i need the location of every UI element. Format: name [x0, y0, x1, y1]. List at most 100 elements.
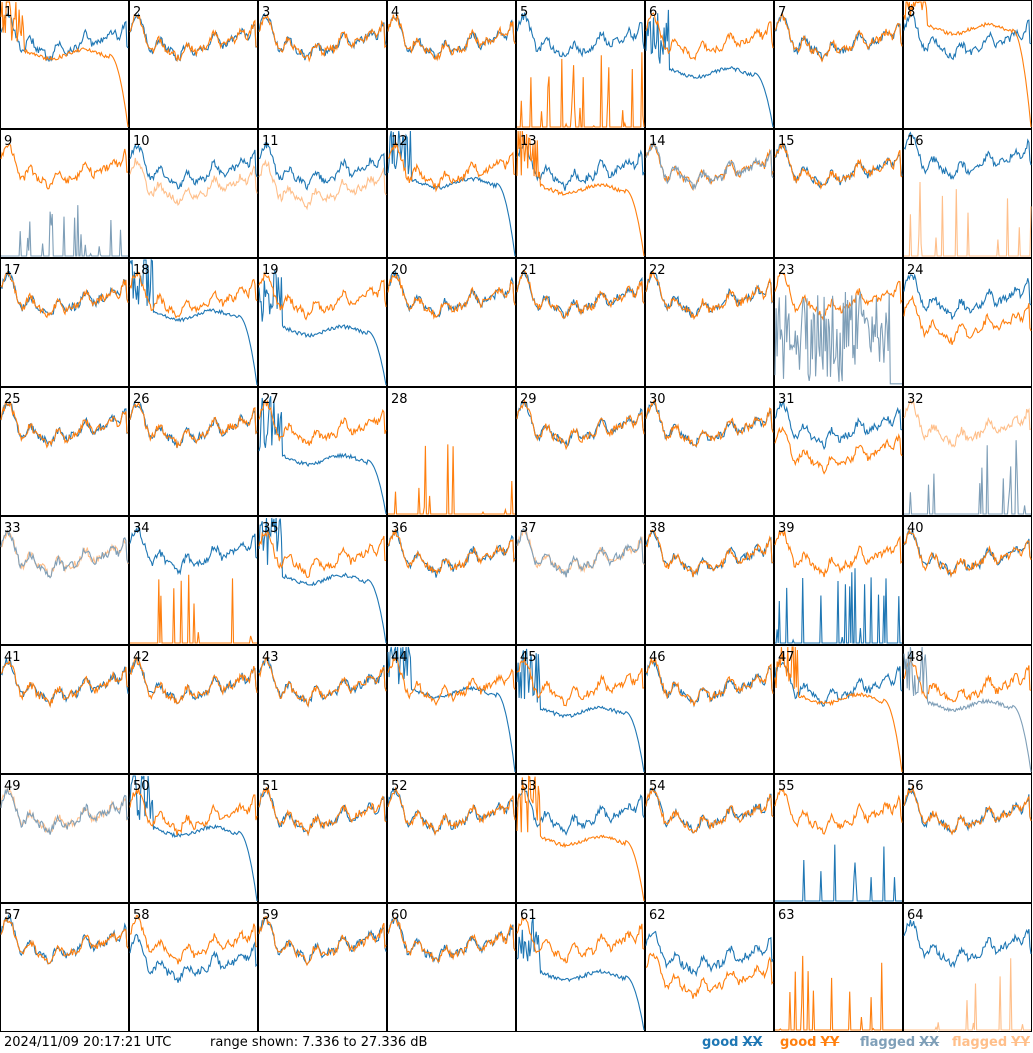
series-8-xx	[903, 13, 1032, 61]
series-54-yy	[645, 787, 774, 834]
panel-frame	[903, 0, 1032, 129]
series-7-yy	[774, 13, 903, 63]
panel-36: 36	[387, 516, 516, 645]
panel-label-4: 4	[391, 5, 399, 20]
panel-54: 54	[645, 774, 774, 903]
panel-10: 10	[129, 129, 258, 258]
series-38-yy	[645, 529, 774, 578]
series-23-yy	[774, 271, 903, 321]
panel-label-44: 44	[391, 650, 408, 665]
panel-label-45: 45	[520, 650, 537, 665]
series-55-xx	[775, 844, 902, 902]
series-57-xx	[0, 914, 129, 965]
panel-1: 1	[0, 0, 129, 129]
panel-label-34: 34	[133, 521, 150, 536]
panel-41: 41	[0, 645, 129, 774]
panel-33: 33	[0, 516, 129, 645]
panel-frame	[903, 516, 1032, 645]
panel-7: 7	[774, 0, 903, 129]
panel-frame	[387, 129, 516, 258]
legend-flagged-xx: flagged XX	[860, 1032, 939, 1053]
panel-label-30: 30	[649, 392, 666, 407]
panel-49: 49	[0, 774, 129, 903]
panel-30: 30	[645, 387, 774, 516]
panel-31: 31	[774, 387, 903, 516]
panel-frame	[774, 0, 903, 129]
series-64-xx	[903, 919, 1032, 969]
panel-61: 61	[516, 903, 645, 1032]
panel-label-63: 63	[778, 908, 795, 923]
series-50-xx	[129, 775, 258, 902]
series-35-xx	[258, 517, 387, 644]
panel-label-55: 55	[778, 779, 795, 794]
panel-label-25: 25	[4, 392, 21, 407]
panel-8: 8	[903, 0, 1032, 129]
panel-label-47: 47	[778, 650, 795, 665]
panel-label-42: 42	[133, 650, 150, 665]
panel-frame	[645, 387, 774, 516]
series-12-xx	[387, 130, 516, 257]
panel-label-62: 62	[649, 908, 666, 923]
panel-label-52: 52	[391, 779, 408, 794]
series-8-yy	[903, 1, 1032, 128]
panel-label-33: 33	[4, 521, 21, 536]
range-label: range shown:	[210, 1035, 299, 1050]
series-59-yy	[258, 915, 387, 967]
series-10-yy	[129, 157, 258, 206]
series-33-xx	[0, 529, 129, 579]
panel-24: 24	[903, 258, 1032, 387]
panel-frame	[387, 516, 516, 645]
legend-good-xx-tag: XX	[742, 1035, 763, 1050]
panel-label-22: 22	[649, 263, 666, 278]
panel-frame	[129, 129, 258, 258]
panel-40: 40	[903, 516, 1032, 645]
series-1-xx	[0, 13, 129, 62]
panel-frame	[387, 0, 516, 129]
series-12-yy	[387, 141, 516, 193]
series-5-yy	[517, 52, 645, 128]
series-34-yy	[130, 574, 257, 644]
series-45-xx	[516, 648, 645, 773]
panel-frame	[0, 516, 129, 645]
panel-39: 39	[774, 516, 903, 645]
series-30-yy	[645, 399, 774, 448]
panel-27: 27	[258, 387, 387, 516]
panel-label-5: 5	[520, 5, 528, 20]
panel-frame	[516, 258, 645, 387]
panel-label-46: 46	[649, 650, 666, 665]
panel-label-14: 14	[649, 134, 666, 149]
panel-64: 64	[903, 903, 1032, 1032]
panel-label-21: 21	[520, 263, 537, 278]
series-56-yy	[903, 785, 1032, 836]
series-31-yy	[774, 426, 903, 475]
panel-47: 47	[774, 645, 903, 774]
panel-label-37: 37	[520, 521, 537, 536]
series-27-yy	[258, 400, 387, 446]
panel-label-17: 17	[4, 263, 21, 278]
panel-frame	[903, 774, 1032, 903]
panel-label-36: 36	[391, 521, 408, 536]
panel-42: 42	[129, 645, 258, 774]
panel-label-8: 8	[907, 5, 915, 20]
panel-37: 37	[516, 516, 645, 645]
legend-flagged-yy: flagged YY	[952, 1032, 1030, 1053]
panel-label-9: 9	[4, 134, 12, 149]
panel-label-49: 49	[4, 779, 21, 794]
series-43-yy	[258, 656, 387, 708]
series-63-yy	[775, 955, 902, 1032]
panel-label-56: 56	[907, 779, 924, 794]
series-53-xx	[516, 785, 645, 836]
series-24-yy	[903, 294, 1032, 345]
series-6-xx	[645, 9, 774, 128]
panel-50: 50	[129, 774, 258, 903]
legend-good-yy-word: good	[780, 1035, 817, 1050]
panel-label-54: 54	[649, 779, 666, 794]
series-2-yy	[129, 14, 258, 63]
panel-44: 44	[387, 645, 516, 774]
legend-good-yy-tag: YY	[820, 1035, 840, 1050]
legend-flagged-xx-tag: XX	[919, 1035, 940, 1050]
series-62-yy	[645, 952, 774, 999]
series-55-yy	[774, 788, 903, 835]
series-21-yy	[516, 269, 645, 319]
series-60-yy	[387, 916, 516, 963]
